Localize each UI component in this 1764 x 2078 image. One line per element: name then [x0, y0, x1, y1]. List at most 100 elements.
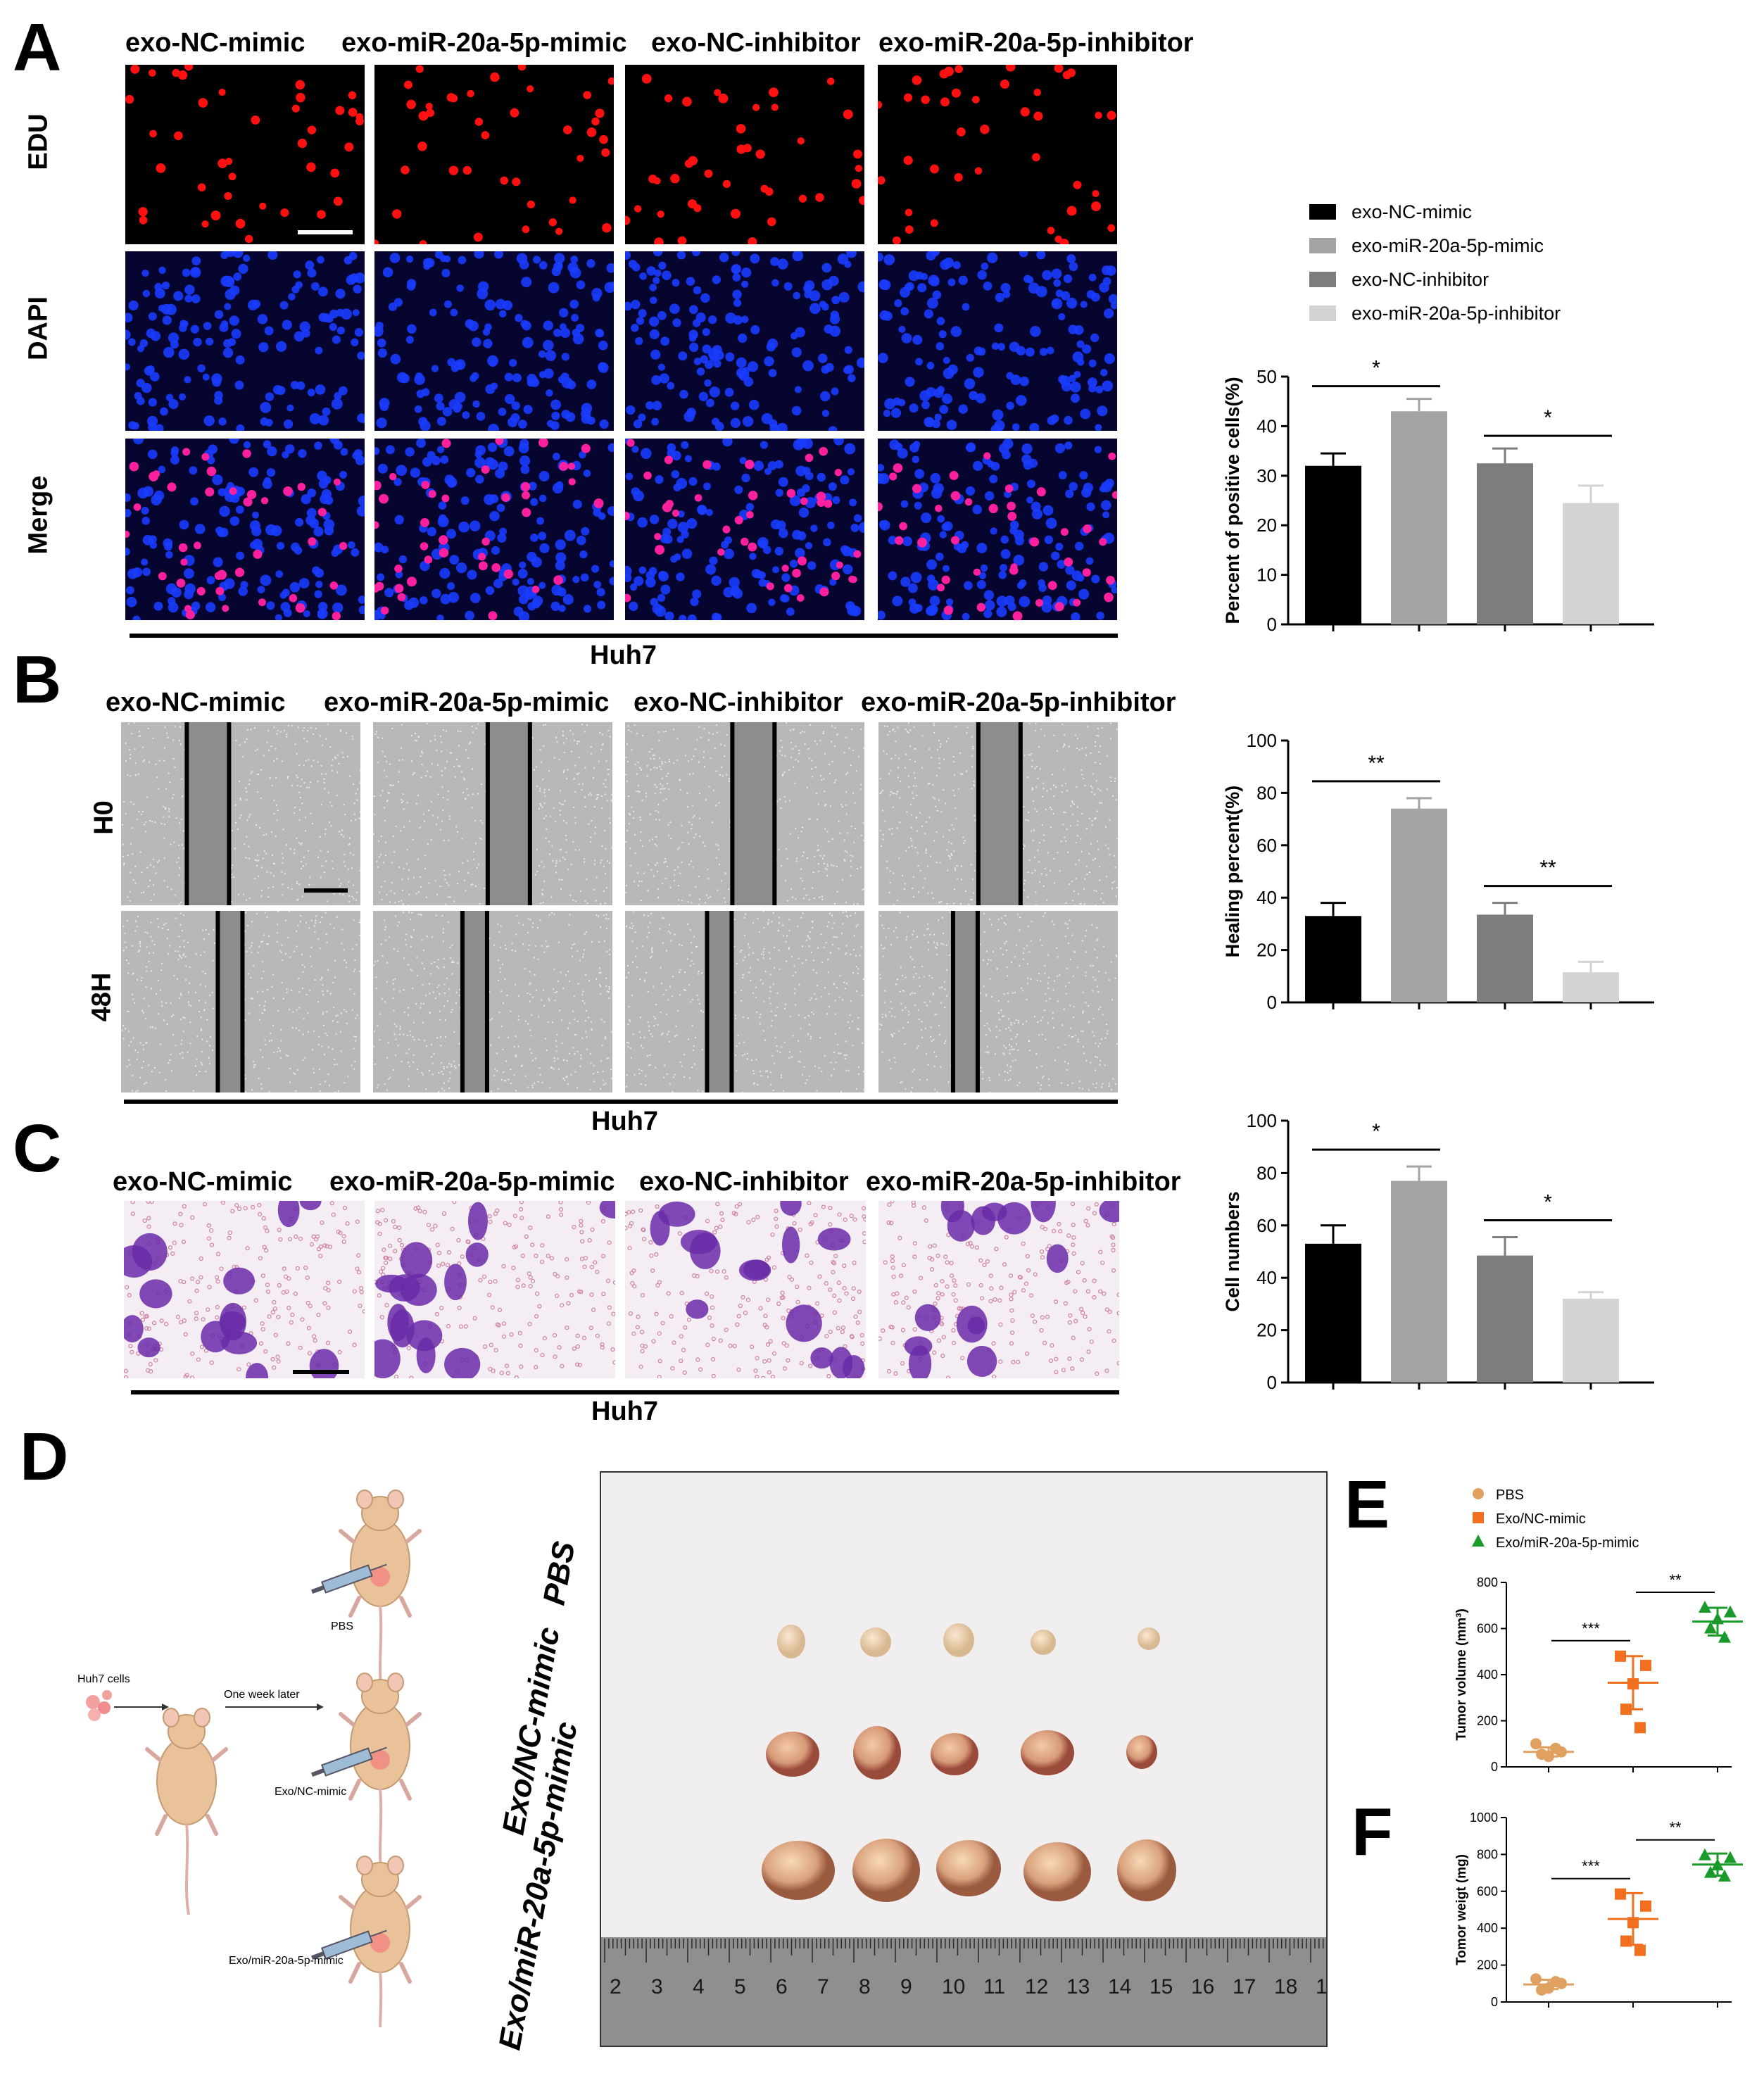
a-image-edu-1	[125, 65, 365, 244]
b-col-label-1: exo-NC-mimic	[106, 688, 286, 717]
point-triangle-4	[1704, 1621, 1717, 1634]
nc-mimic-mouse-icon	[341, 1673, 420, 1879]
chart-b-healing-percent: 0 20 40 60 80 100 Healing percent(%) ** **	[1222, 730, 1654, 1013]
d-huh7-cells-label: Huh7 cells	[77, 1673, 130, 1685]
point-triangle-2	[1724, 1851, 1737, 1863]
nc-mimic-tumors	[766, 1726, 1157, 1780]
legend-marker-2	[1473, 1512, 1484, 1523]
a-image-dapi-2-drawing	[374, 251, 614, 431]
legend-label-3: exo-NC-inhibitor	[1352, 269, 1489, 290]
bar-3	[1477, 463, 1533, 624]
ruler-number: 9	[900, 1975, 912, 1998]
a-image-merge-4-drawing	[878, 439, 1117, 620]
chart-e-tumor-volume: PBS Exo/NC-mimic Exo/miR-20a-5p-mimic 0 200 4…	[1454, 1487, 1743, 1774]
bar-3	[1477, 914, 1533, 1002]
panel-letter-a: A	[13, 10, 62, 85]
y-tick-label: 400	[1477, 1921, 1498, 1935]
a-col-label-1: exo-NC-mimic	[125, 28, 305, 58]
ruler-number: 8	[859, 1975, 871, 1998]
y-tick-label: 20	[1256, 940, 1277, 961]
ruler-number: 4	[693, 1975, 705, 1998]
legend-marker-1	[1473, 1488, 1484, 1499]
y-tick-label: 80	[1256, 1162, 1277, 1183]
point-square-2	[1640, 1659, 1651, 1671]
a-scale-bar	[298, 230, 353, 234]
ruler-number: 17	[1233, 1975, 1256, 1998]
panel-letter-d: D	[20, 1419, 69, 1494]
point-triangle-1	[1699, 1601, 1711, 1613]
bar-4	[1563, 1298, 1619, 1383]
ruler-number: 2	[610, 1975, 622, 1998]
ruler-ticks	[604, 1939, 1324, 1963]
ruler-number: 6	[776, 1975, 788, 1998]
a-image-merge-4	[878, 439, 1117, 620]
a-image-dapi-1-drawing	[125, 251, 365, 431]
b-image-48h-2	[373, 911, 612, 1092]
y-tick-label: 0	[1491, 1995, 1498, 2009]
a-image-dapi-2	[374, 251, 614, 431]
point-circle-4	[1536, 1748, 1547, 1760]
b-scale-bar	[304, 888, 348, 893]
significance-label-1: **	[1368, 752, 1385, 775]
ruler-number: 14	[1108, 1975, 1131, 1998]
b-image-0h-1	[121, 722, 360, 905]
bar-2	[1391, 411, 1447, 624]
b-row-label-0h: 0H	[87, 800, 118, 835]
bar-1	[1305, 465, 1361, 624]
significance-label-2: *	[1544, 406, 1552, 429]
a-image-edu-3	[625, 65, 864, 244]
b-image-0h-2	[373, 722, 612, 905]
y-tick-label: 100	[1247, 730, 1277, 751]
y-axis-label: Tumor volume (mm³)	[1454, 1608, 1469, 1741]
c-huh7-label: Huh7	[591, 1397, 658, 1426]
c-image-2-drawing	[374, 1201, 615, 1378]
ruler-number: 10	[942, 1975, 965, 1998]
panel-letter-f: F	[1352, 1794, 1393, 1870]
bar-2	[1391, 1180, 1447, 1383]
c-image-1-drawing	[124, 1201, 365, 1378]
a-image-edu-2	[374, 65, 614, 244]
bar-3	[1477, 1255, 1533, 1383]
a-image-merge-2	[374, 439, 614, 620]
d-mir-mimic-label: Exo/miR-20a-5p-mimic	[229, 1955, 344, 1967]
c-image-4-drawing	[878, 1201, 1119, 1378]
significance-label-2: **	[1669, 1819, 1682, 1837]
ruler-number: 11	[983, 1975, 1005, 1998]
y-tick-label: 30	[1256, 465, 1277, 486]
a-image-merge-2-drawing	[374, 439, 614, 620]
center-mouse-icon	[147, 1708, 226, 1915]
bar-4	[1563, 503, 1619, 624]
ruler-number: 18	[1274, 1975, 1297, 1998]
y-tick-label: 100	[1247, 1110, 1277, 1131]
y-tick-label: 0	[1267, 992, 1277, 1013]
a-image-edu-2-drawing	[374, 65, 614, 244]
c-image-1	[124, 1201, 365, 1378]
y-tick-label: 0	[1267, 1372, 1277, 1393]
ruler-number: 16	[1191, 1975, 1214, 1998]
bar-4	[1563, 972, 1619, 1002]
legend-marker-3	[1472, 1535, 1485, 1547]
b-col-label-4: exo-miR-20a-5p-inhibitor	[861, 688, 1176, 717]
a-image-edu-3-drawing	[625, 65, 864, 244]
a-image-edu-4-drawing	[878, 65, 1117, 244]
y-axis-label: Tomor weigt (mg)	[1454, 1854, 1469, 1965]
y-tick-label: 600	[1477, 1622, 1498, 1636]
mir-mimic-tumors	[762, 1839, 1176, 1902]
c-col-label-3: exo-NC-inhibitor	[639, 1167, 849, 1197]
chart-a-percent-positive: exo-NC-mimic exo-miR-20a-5p-mimic exo-NC-i…	[1222, 201, 1654, 635]
c-image-2	[374, 1201, 615, 1378]
y-tick-label: 1000	[1470, 1811, 1498, 1825]
legend-swatch-3	[1309, 272, 1336, 287]
panel-letter-e: E	[1344, 1467, 1390, 1542]
a-row-label-merge: Merge	[23, 475, 53, 555]
c-col-label-4: exo-miR-20a-5p-inhibitor	[866, 1167, 1181, 1197]
b-image-48h-4-drawing	[878, 911, 1118, 1092]
chart-c-cell-numbers: 0 20 40 60 80 100 Cell numbers * *	[1222, 1110, 1654, 1393]
y-tick-label: 200	[1477, 1958, 1498, 1972]
a-image-merge-1-drawing	[125, 439, 365, 620]
y-tick-label: 50	[1256, 366, 1277, 387]
ruler-number: 12	[1025, 1975, 1048, 1998]
point-square-1	[1615, 1650, 1626, 1662]
tumor-photo: 2 3 4 5 6 7 8 9 10 11 12 13 14 15 16 17 18 1	[600, 1471, 1328, 2047]
c-image-3-drawing	[625, 1201, 866, 1378]
